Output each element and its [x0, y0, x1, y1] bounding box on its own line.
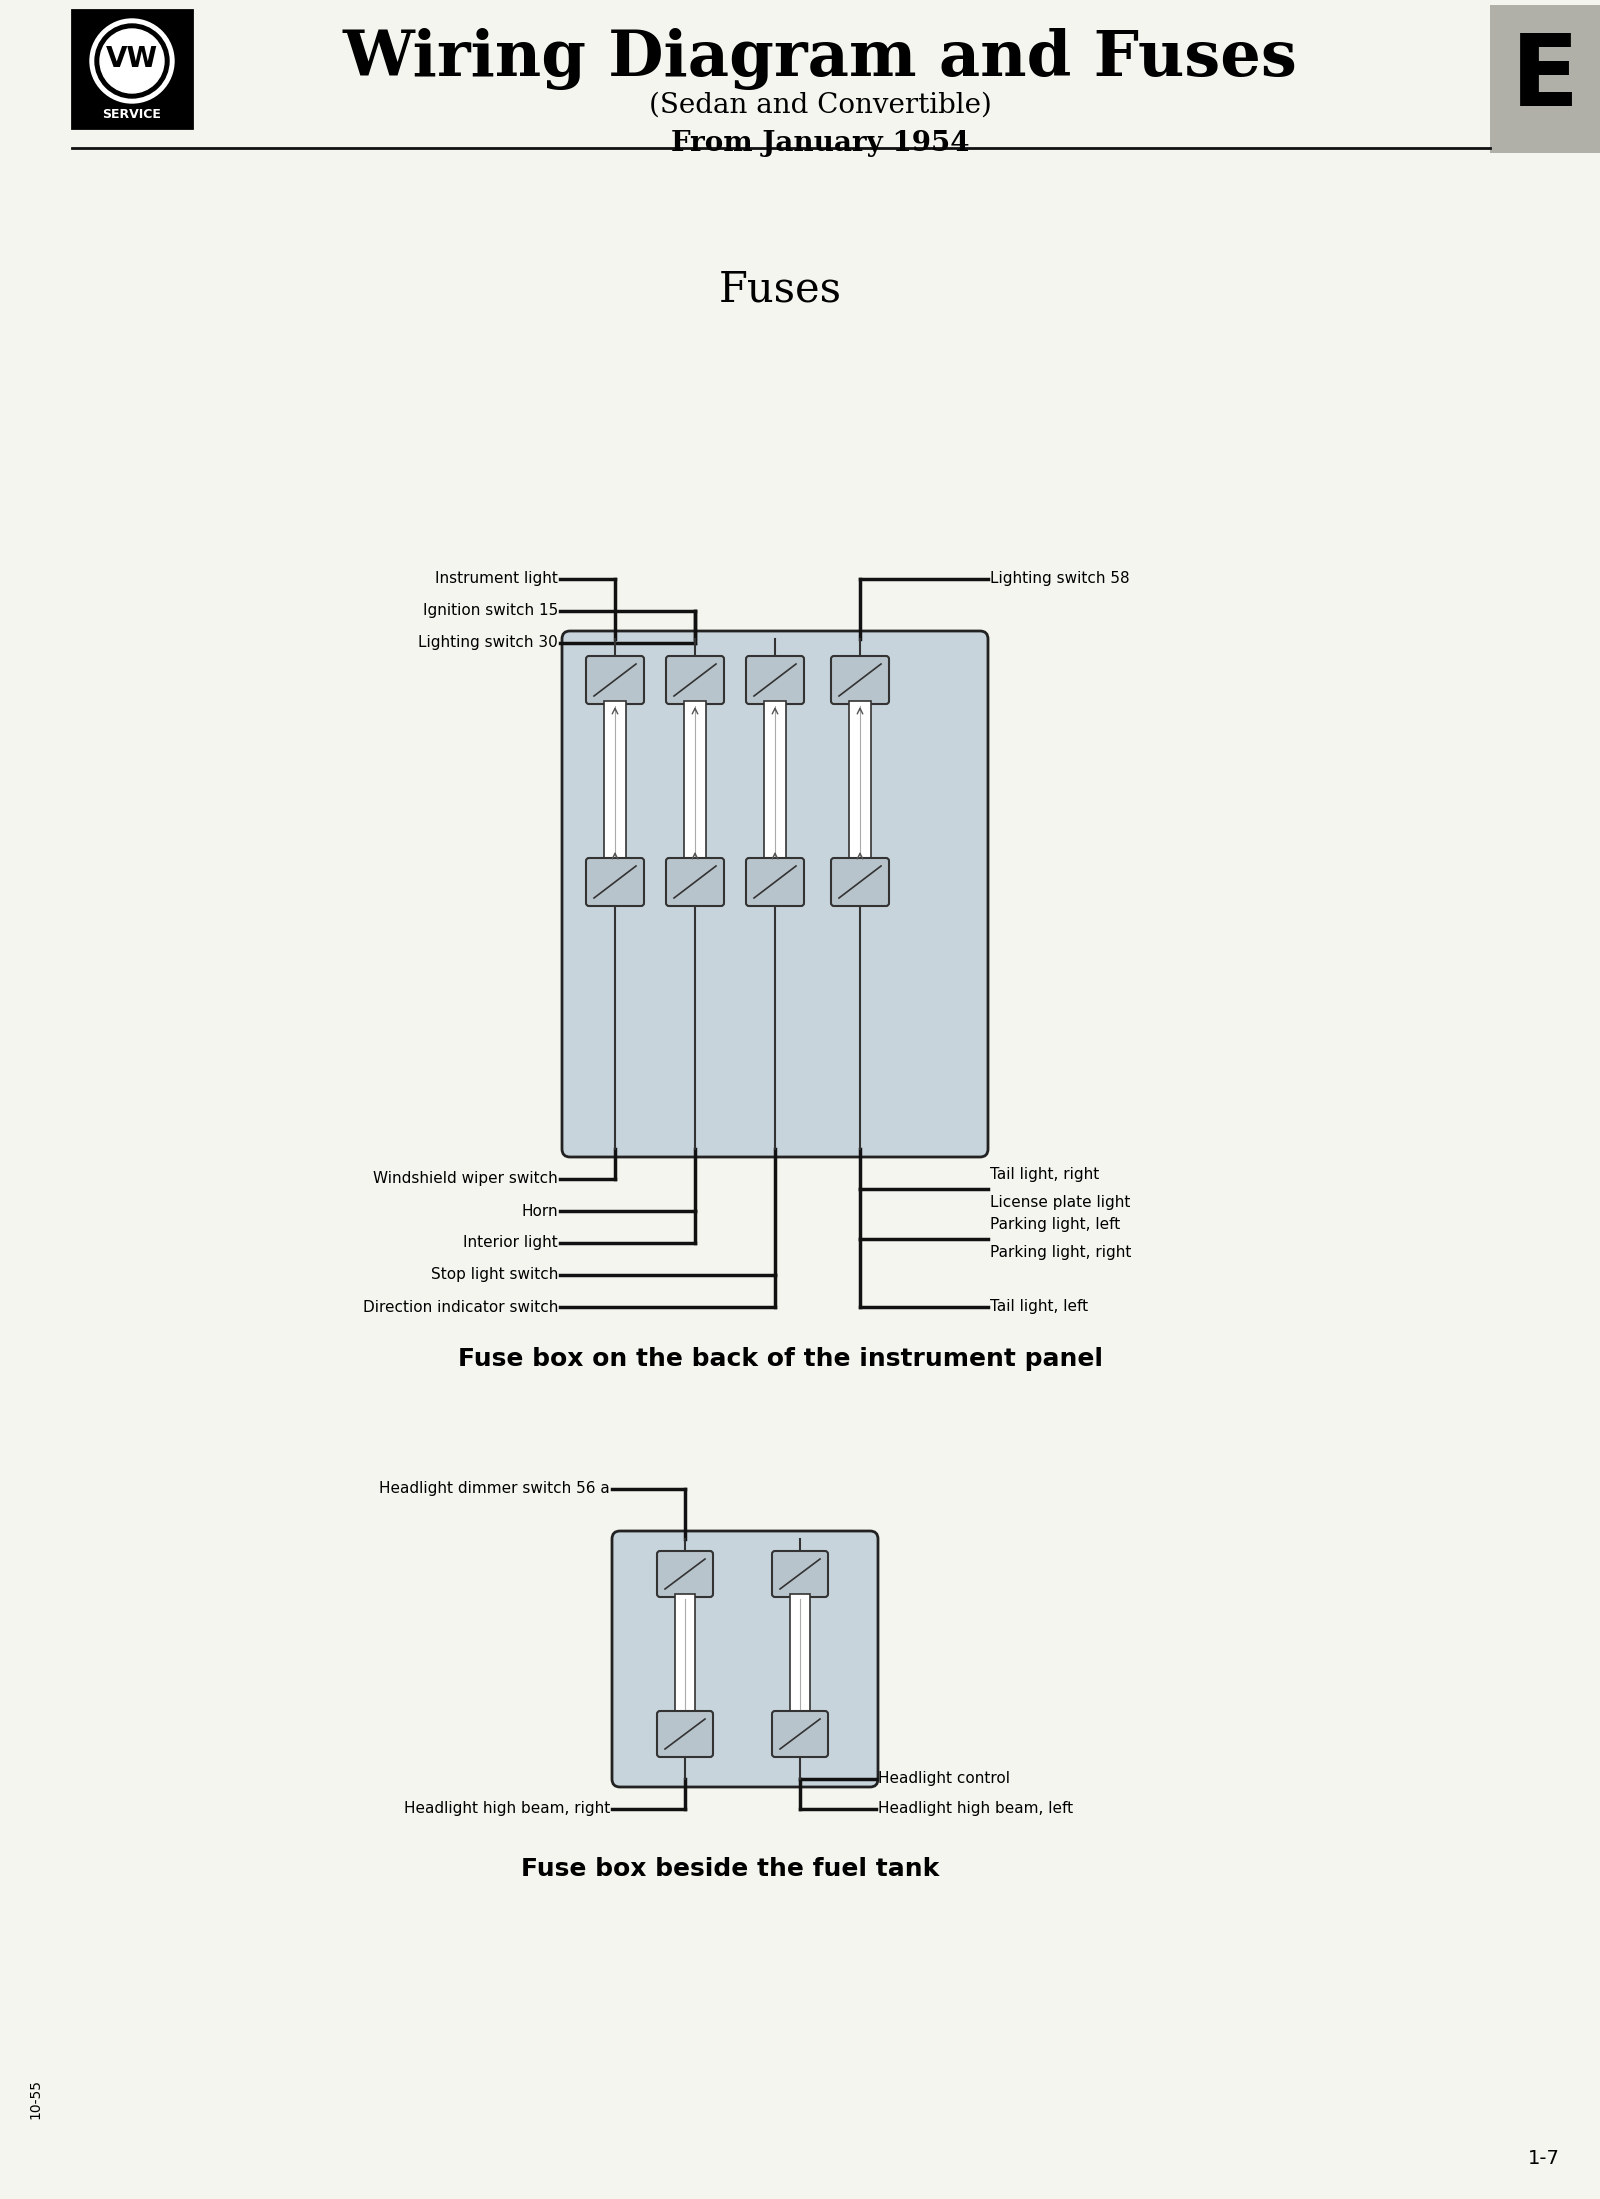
- FancyBboxPatch shape: [830, 858, 890, 906]
- Circle shape: [99, 29, 165, 92]
- Bar: [850, 701, 870, 862]
- Bar: [790, 1594, 810, 1713]
- Text: E: E: [1510, 31, 1579, 128]
- Text: Interior light: Interior light: [464, 1236, 558, 1251]
- FancyBboxPatch shape: [611, 1531, 878, 1788]
- Text: From January 1954: From January 1954: [670, 130, 970, 156]
- Text: Fuse box on the back of the instrument panel: Fuse box on the back of the instrument p…: [458, 1348, 1102, 1370]
- Text: Fuses: Fuses: [718, 268, 842, 310]
- Text: Wiring Diagram and Fuses: Wiring Diagram and Fuses: [342, 29, 1298, 90]
- Text: (Sedan and Convertible): (Sedan and Convertible): [648, 92, 992, 119]
- FancyBboxPatch shape: [658, 1711, 714, 1757]
- Text: Headlight high beam, left: Headlight high beam, left: [878, 1801, 1074, 1816]
- Text: Instrument light: Instrument light: [435, 572, 558, 587]
- FancyBboxPatch shape: [586, 655, 643, 704]
- Text: Lighting switch 30: Lighting switch 30: [418, 636, 558, 651]
- Bar: [72, 11, 192, 128]
- FancyBboxPatch shape: [562, 631, 989, 1157]
- Text: 10-55: 10-55: [29, 2078, 42, 2120]
- Text: Direction indicator switch: Direction indicator switch: [363, 1300, 558, 1315]
- Bar: [675, 1594, 694, 1713]
- Text: Headlight high beam, right: Headlight high beam, right: [403, 1801, 610, 1816]
- Text: License plate light: License plate light: [990, 1196, 1130, 1209]
- Bar: [605, 701, 626, 862]
- Text: Headlight control: Headlight control: [878, 1772, 1010, 1786]
- Text: Windshield wiper switch: Windshield wiper switch: [373, 1172, 558, 1187]
- Text: Ignition switch 15: Ignition switch 15: [422, 603, 558, 618]
- Text: 1-7: 1-7: [1528, 2148, 1560, 2168]
- FancyBboxPatch shape: [830, 655, 890, 704]
- FancyBboxPatch shape: [586, 858, 643, 906]
- Text: Lighting switch 58: Lighting switch 58: [990, 572, 1130, 587]
- Circle shape: [90, 20, 174, 103]
- Text: VW: VW: [106, 44, 158, 73]
- FancyBboxPatch shape: [666, 858, 723, 906]
- Text: Fuse box beside the fuel tank: Fuse box beside the fuel tank: [522, 1856, 939, 1880]
- Bar: [765, 701, 786, 862]
- Bar: [685, 701, 706, 862]
- FancyBboxPatch shape: [771, 1711, 829, 1757]
- FancyBboxPatch shape: [666, 655, 723, 704]
- FancyBboxPatch shape: [746, 655, 805, 704]
- FancyBboxPatch shape: [771, 1550, 829, 1596]
- Text: Horn: Horn: [522, 1203, 558, 1218]
- Text: Parking light, right: Parking light, right: [990, 1245, 1131, 1260]
- Text: SERVICE: SERVICE: [102, 108, 162, 121]
- Text: Parking light, left: Parking light, left: [990, 1218, 1120, 1231]
- Text: Headlight dimmer switch 56 a: Headlight dimmer switch 56 a: [379, 1482, 610, 1498]
- Text: Stop light switch: Stop light switch: [430, 1267, 558, 1282]
- FancyBboxPatch shape: [658, 1550, 714, 1596]
- Text: Tail light, left: Tail light, left: [990, 1300, 1088, 1315]
- Text: Tail light, right: Tail light, right: [990, 1168, 1099, 1183]
- FancyBboxPatch shape: [746, 858, 805, 906]
- Bar: [1490, 4, 1600, 154]
- Circle shape: [94, 24, 170, 99]
